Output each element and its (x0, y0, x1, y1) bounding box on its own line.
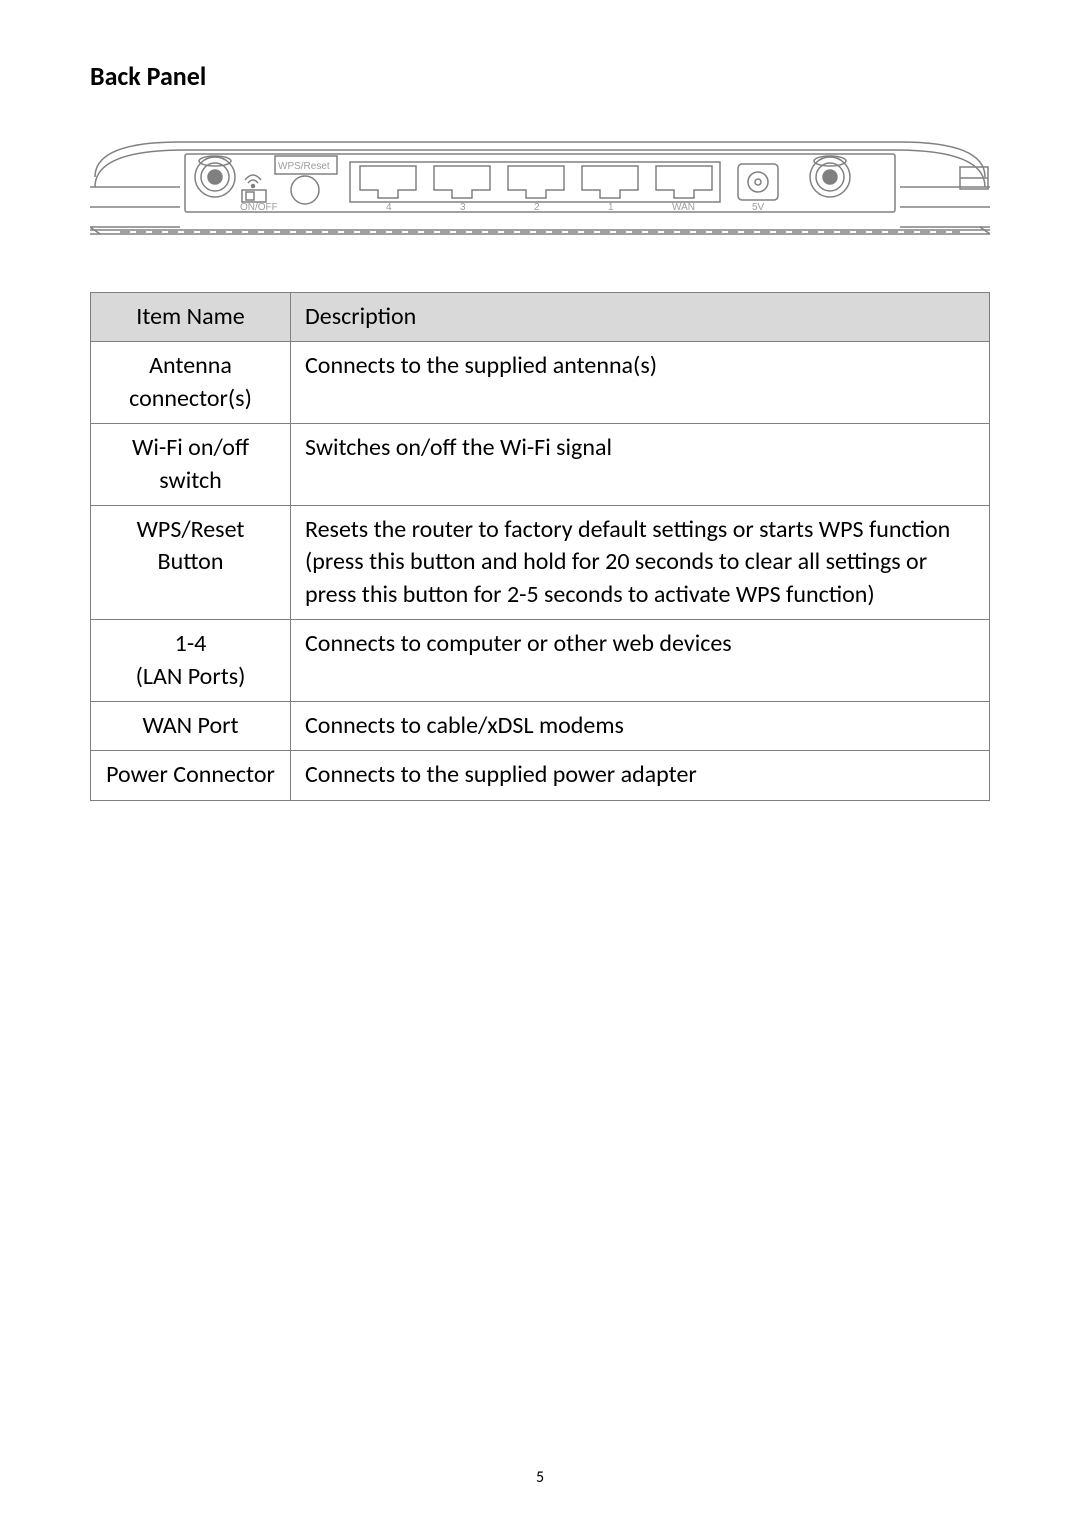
cell-description: Connects to the supplied power adapter (291, 751, 990, 800)
cell-item-name: Power Connector (91, 751, 291, 800)
cell-item-name: Wi-Fi on/off switch (91, 424, 291, 506)
cell-item-name: WAN Port (91, 701, 291, 750)
diagram-label-port2: 2 (534, 202, 540, 213)
table-row: Wi-Fi on/off switch Switches on/off the … (91, 424, 990, 506)
cell-description: Switches on/off the Wi-Fi signal (291, 424, 990, 506)
diagram-label-port3: 3 (460, 202, 466, 213)
table-row: Antenna connector(s) Connects to the sup… (91, 342, 990, 424)
table-row: WPS/Reset Button Resets the router to fa… (91, 505, 990, 619)
cell-description: Connects to the supplied antenna(s) (291, 342, 990, 424)
table-row: Power Connector Connects to the supplied… (91, 751, 990, 800)
cell-description: Resets the router to factory default set… (291, 505, 990, 619)
table-header-row: Item Name Description (91, 293, 990, 342)
th-item-name: Item Name (91, 293, 291, 342)
description-table: Item Name Description Antenna connector(… (90, 292, 990, 801)
cell-description: Connects to computer or other web device… (291, 620, 990, 702)
th-description: Description (291, 293, 990, 342)
cell-description: Connects to cable/xDSL modems (291, 701, 990, 750)
cell-item-name: WPS/Reset Button (91, 505, 291, 619)
back-panel-diagram: WPS/Reset ON/OFF 4 3 2 1 WAN 5V (90, 132, 990, 242)
diagram-label-wan: WAN (672, 202, 695, 213)
table-row: WAN Port Connects to cable/xDSL modems (91, 701, 990, 750)
diagram-label-port4: 4 (386, 202, 392, 213)
diagram-label-port1: 1 (608, 202, 614, 213)
cell-item-name: 1-4 (LAN Ports) (91, 620, 291, 702)
table-row: 1-4 (LAN Ports) Connects to computer or … (91, 620, 990, 702)
page-number: 5 (536, 1468, 544, 1487)
diagram-label-onoff: ON/OFF (240, 202, 278, 213)
page-heading: Back Panel (90, 60, 990, 92)
diagram-label-wps-reset: WPS/Reset (278, 161, 330, 172)
cell-item-name: Antenna connector(s) (91, 342, 291, 424)
diagram-label-5v: 5V (752, 202, 765, 213)
